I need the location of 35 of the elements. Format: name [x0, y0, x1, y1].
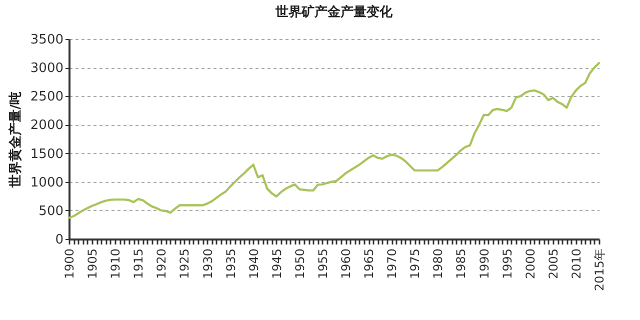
- y-tick-label: 1500: [30, 146, 64, 162]
- x-tick-label: 1930: [200, 248, 215, 280]
- x-tick-label: 1980: [431, 248, 446, 280]
- y-tick-label: 3500: [30, 32, 64, 48]
- x-tick-label: 1970: [385, 248, 400, 280]
- x-tick-label: 1955: [316, 248, 330, 280]
- x-tick-label: 1935: [224, 248, 238, 280]
- y-tick-label: 2500: [30, 90, 64, 105]
- x-tick-label: 1940: [246, 248, 261, 280]
- y-tick-label: 0: [55, 232, 64, 248]
- x-tick-label: 2010: [569, 248, 584, 280]
- x-tick-label: 1905: [86, 248, 100, 280]
- x-tick-label: 1945: [270, 248, 284, 280]
- x-tick-label: 1990: [477, 248, 492, 280]
- x-tick-label: 2015年: [592, 248, 606, 292]
- chart-title: 世界矿产金产量变化: [274, 4, 394, 20]
- x-tick-label: 1920: [154, 248, 169, 280]
- x-tick-label: 1985: [454, 248, 468, 280]
- x-tick-label: 1950: [292, 248, 307, 280]
- y-axis-title: 世界黄金产量/吨: [7, 92, 24, 188]
- y-tick-label: 1000: [30, 175, 64, 190]
- x-tick-label: 1900: [62, 248, 76, 280]
- x-tick-label: 1960: [339, 248, 354, 280]
- line-series: [68, 62, 600, 219]
- y-tick-label: 2000: [30, 118, 64, 134]
- x-tick-label: 2005: [546, 248, 560, 280]
- y-tick-label: 500: [38, 204, 64, 219]
- x-tick-label: 1975: [408, 248, 422, 280]
- x-tick-label: 2000: [523, 248, 538, 280]
- x-tick-label: 1925: [178, 248, 192, 280]
- x-tick-label: 1910: [108, 248, 123, 280]
- x-tick-label: 1915: [132, 248, 146, 280]
- x-tick-label: 1965: [362, 248, 376, 280]
- x-tick-label: 1995: [500, 248, 514, 280]
- y-tick-label: 3000: [30, 61, 64, 76]
